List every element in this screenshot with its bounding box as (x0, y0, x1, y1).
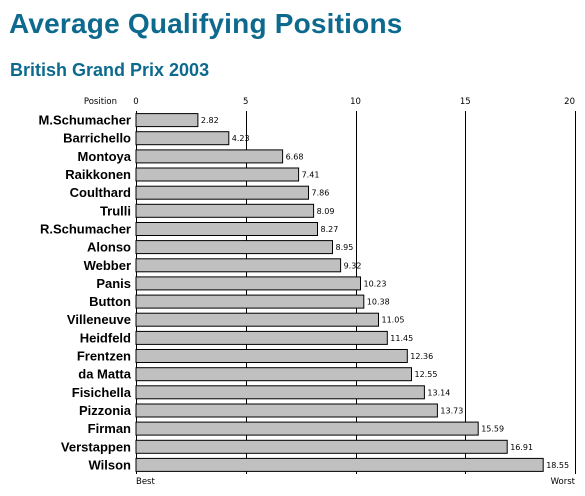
bar (135, 439, 508, 454)
value-label: 10.38 (367, 298, 390, 307)
best-label: Best (136, 477, 155, 487)
value-label: 11.05 (382, 316, 405, 325)
category-label: Fisichella (72, 385, 132, 400)
value-label: 15.59 (481, 425, 504, 434)
category-label: Button (89, 294, 131, 309)
value-label: 12.55 (415, 370, 438, 379)
value-label: 9.32 (344, 261, 362, 270)
x-axis-label: Position (84, 97, 117, 107)
bar (135, 312, 379, 327)
bar (135, 167, 300, 182)
bar (135, 457, 544, 472)
value-label: 8.95 (336, 243, 354, 252)
value-label: 8.09 (317, 207, 335, 216)
category-label: Pizzonia (79, 403, 132, 418)
bar (135, 149, 284, 164)
category-label: Verstappen (61, 439, 131, 454)
bar (135, 113, 199, 128)
category-label: Trulli (100, 203, 131, 218)
x-tick-label: 15 (460, 97, 471, 107)
category-label: Heidfeld (80, 330, 131, 345)
bar (135, 403, 438, 418)
category-label: Raikkonen (65, 167, 131, 182)
bars (135, 113, 544, 472)
x-axis-ticks: 0 5 10 15 20 (133, 97, 575, 107)
bar (135, 349, 408, 363)
bar (135, 185, 309, 200)
x-tick-label: 10 (350, 97, 361, 107)
value-label: 12.36 (410, 352, 433, 361)
category-label: M.Schumacher (39, 113, 131, 128)
bar (135, 276, 361, 291)
category-labels: M.Schumacher Barrichello Montoya Raikkonen C… (39, 113, 132, 473)
bar (135, 421, 479, 436)
bar (135, 294, 365, 309)
category-label: Alonso (87, 240, 131, 255)
category-label: da Matta (78, 367, 132, 382)
x-tick-label: 0 (133, 97, 138, 107)
x-tick-label: 5 (243, 97, 248, 107)
category-label: Panis (96, 276, 131, 291)
category-label: Webber (84, 258, 131, 273)
category-label: Villeneuve (67, 312, 131, 327)
bar (135, 258, 342, 273)
bar (135, 203, 315, 218)
chart-title: Average Qualifying Positions (9, 8, 403, 39)
category-label: R.Schumacher (40, 222, 131, 237)
value-label: 8.27 (321, 225, 339, 234)
worst-label: Worst (551, 477, 576, 487)
bar (135, 240, 333, 255)
value-label: 10.23 (364, 279, 387, 288)
category-label: Frentzen (77, 349, 131, 364)
bar (135, 222, 318, 236)
category-label: Barrichello (63, 131, 131, 146)
value-label: 7.86 (312, 189, 330, 198)
value-labels: 2.82 4.23 6.68 7.41 7.86 8.09 8.27 8.95 9.3210.2… (201, 116, 569, 470)
x-tick-label: 20 (564, 97, 575, 107)
value-label: 18.55 (546, 461, 569, 470)
bar (135, 367, 412, 382)
value-label: 13.73 (440, 407, 463, 416)
chart-subtitle: British Grand Prix 2003 (10, 60, 210, 80)
category-label: Wilson (89, 457, 132, 472)
grid-lines (136, 111, 576, 474)
value-label: 2.82 (201, 116, 219, 125)
value-label: 7.41 (302, 171, 320, 180)
bar (135, 131, 230, 146)
bar (135, 330, 388, 345)
value-label: 11.45 (390, 334, 413, 343)
category-label: Montoya (78, 149, 132, 164)
bar (135, 385, 425, 400)
value-label: 16.91 (510, 443, 533, 452)
category-label: Coulthard (70, 185, 131, 200)
category-label: Firman (88, 421, 131, 436)
value-label: 13.14 (427, 388, 450, 397)
value-label: 6.68 (286, 152, 304, 161)
value-label: 4.23 (232, 134, 250, 143)
